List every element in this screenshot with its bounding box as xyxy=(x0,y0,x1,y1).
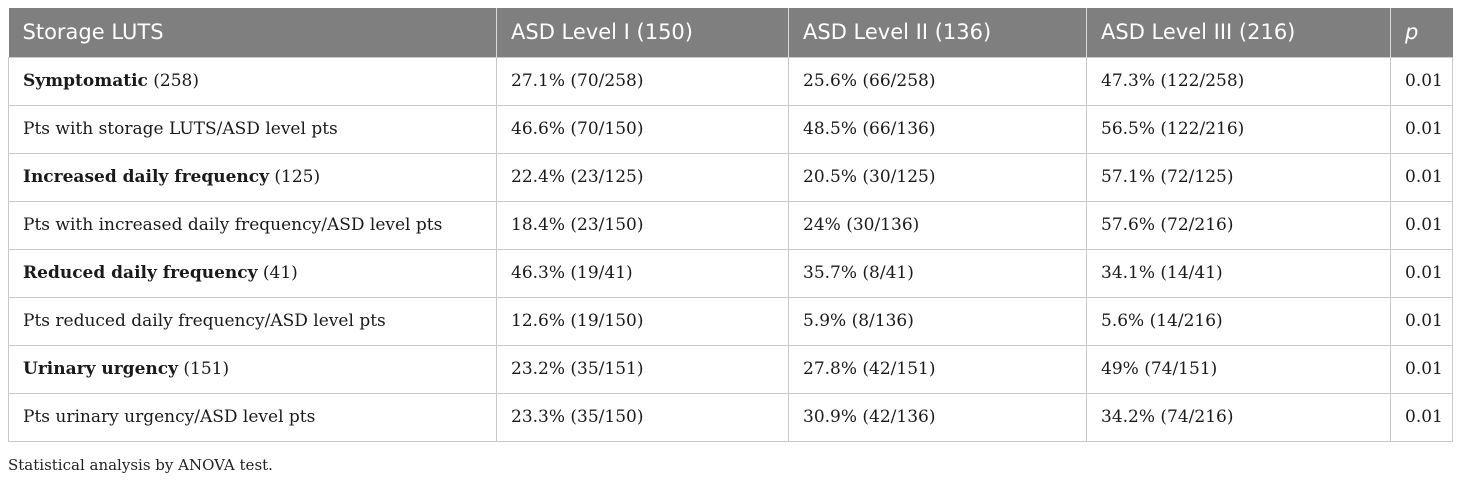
cell-asd-level-3: 56.5% (122/216) xyxy=(1086,104,1391,154)
table-row: Pts with increased daily frequency/ASD l… xyxy=(8,200,1453,250)
table-header: Storage LUTS ASD Level I (150) ASD Level… xyxy=(8,8,1453,57)
cell-asd-level-1: 27.1% (70/258) xyxy=(496,56,789,106)
table-row: Increased daily frequency (125) 22.4% (2… xyxy=(8,152,1453,202)
header-row: Storage LUTS ASD Level I (150) ASD Level… xyxy=(8,8,1453,57)
row-label: Pts with increased daily frequency/ASD l… xyxy=(8,200,497,250)
table-row: Pts with storage LUTS/ASD level pts 46.6… xyxy=(8,104,1453,154)
header-asd-level-2: ASD Level II (136) xyxy=(788,8,1087,57)
table-row: Reduced daily frequency (41) 46.3% (19/4… xyxy=(8,248,1453,298)
row-label-bold: Urinary urgency xyxy=(23,359,178,379)
cell-asd-level-3: 49% (74/151) xyxy=(1086,344,1391,394)
row-label: Pts reduced daily frequency/ASD level pt… xyxy=(8,296,497,346)
table-row: Pts reduced daily frequency/ASD level pt… xyxy=(8,296,1453,346)
row-label-count: (151) xyxy=(177,359,230,379)
row-label-bold: Symptomatic xyxy=(23,71,148,91)
cell-asd-level-3: 5.6% (14/216) xyxy=(1086,296,1391,346)
cell-asd-level-2: 27.8% (42/151) xyxy=(788,344,1087,394)
cell-p-value: 0.01 xyxy=(1390,152,1453,202)
cell-asd-level-1: 23.2% (35/151) xyxy=(496,344,789,394)
row-label-text: Pts urinary urgency/ASD level pts xyxy=(23,407,316,427)
row-label: Reduced daily frequency (41) xyxy=(8,248,497,298)
cell-asd-level-2: 24% (30/136) xyxy=(788,200,1087,250)
results-table-container: Storage LUTS ASD Level I (150) ASD Level… xyxy=(8,8,1453,442)
header-asd-level-3: ASD Level III (216) xyxy=(1086,8,1391,57)
cell-asd-level-3: 34.1% (14/41) xyxy=(1086,248,1391,298)
cell-asd-level-2: 20.5% (30/125) xyxy=(788,152,1087,202)
cell-asd-level-1: 18.4% (23/150) xyxy=(496,200,789,250)
row-label-text: Pts with increased daily frequency/ASD l… xyxy=(23,215,443,235)
row-label: Pts urinary urgency/ASD level pts xyxy=(8,392,497,442)
row-label-text: Pts with storage LUTS/ASD level pts xyxy=(23,119,338,139)
cell-asd-level-2: 35.7% (8/41) xyxy=(788,248,1087,298)
row-label-count: (125) xyxy=(269,167,321,187)
cell-asd-level-3: 34.2% (74/216) xyxy=(1086,392,1391,442)
cell-asd-level-3: 57.6% (72/216) xyxy=(1086,200,1391,250)
table-row: Symptomatic (258) 27.1% (70/258) 25.6% (… xyxy=(8,56,1453,106)
cell-asd-level-1: 46.6% (70/150) xyxy=(496,104,789,154)
row-label-count: (258) xyxy=(147,71,200,91)
cell-p-value: 0.01 xyxy=(1390,296,1453,346)
table-footnote: Statistical analysis by ANOVA test. xyxy=(8,456,273,474)
cell-asd-level-2: 30.9% (42/136) xyxy=(788,392,1087,442)
cell-asd-level-3: 47.3% (122/258) xyxy=(1086,56,1391,106)
header-asd-level-1: ASD Level I (150) xyxy=(496,8,789,57)
cell-asd-level-2: 25.6% (66/258) xyxy=(788,56,1087,106)
table-row: Urinary urgency (151) 23.2% (35/151) 27.… xyxy=(8,344,1453,394)
row-label: Urinary urgency (151) xyxy=(8,344,497,394)
table-body: Symptomatic (258) 27.1% (70/258) 25.6% (… xyxy=(8,56,1453,442)
row-label-bold: Reduced daily frequency xyxy=(23,263,258,283)
cell-asd-level-1: 23.3% (35/150) xyxy=(496,392,789,442)
cell-p-value: 0.01 xyxy=(1390,344,1453,394)
row-label-text: Pts reduced daily frequency/ASD level pt… xyxy=(23,311,386,331)
cell-asd-level-2: 5.9% (8/136) xyxy=(788,296,1087,346)
row-label: Increased daily frequency (125) xyxy=(8,152,497,202)
cell-p-value: 0.01 xyxy=(1390,200,1453,250)
row-label: Pts with storage LUTS/ASD level pts xyxy=(8,104,497,154)
cell-asd-level-2: 48.5% (66/136) xyxy=(788,104,1087,154)
row-label: Symptomatic (258) xyxy=(8,56,497,106)
storage-luts-table: Storage LUTS ASD Level I (150) ASD Level… xyxy=(8,8,1453,442)
cell-asd-level-1: 22.4% (23/125) xyxy=(496,152,789,202)
cell-asd-level-1: 46.3% (19/41) xyxy=(496,248,789,298)
row-label-bold: Increased daily frequency xyxy=(23,167,269,187)
cell-p-value: 0.01 xyxy=(1390,392,1453,442)
header-p-value: p xyxy=(1390,8,1453,57)
cell-asd-level-1: 12.6% (19/150) xyxy=(496,296,789,346)
cell-p-value: 0.01 xyxy=(1390,56,1453,106)
row-label-count: (41) xyxy=(257,263,298,283)
cell-p-value: 0.01 xyxy=(1390,248,1453,298)
cell-p-value: 0.01 xyxy=(1390,104,1453,154)
table-row: Pts urinary urgency/ASD level pts 23.3% … xyxy=(8,392,1453,442)
cell-asd-level-3: 57.1% (72/125) xyxy=(1086,152,1391,202)
header-storage-luts: Storage LUTS xyxy=(8,8,497,57)
